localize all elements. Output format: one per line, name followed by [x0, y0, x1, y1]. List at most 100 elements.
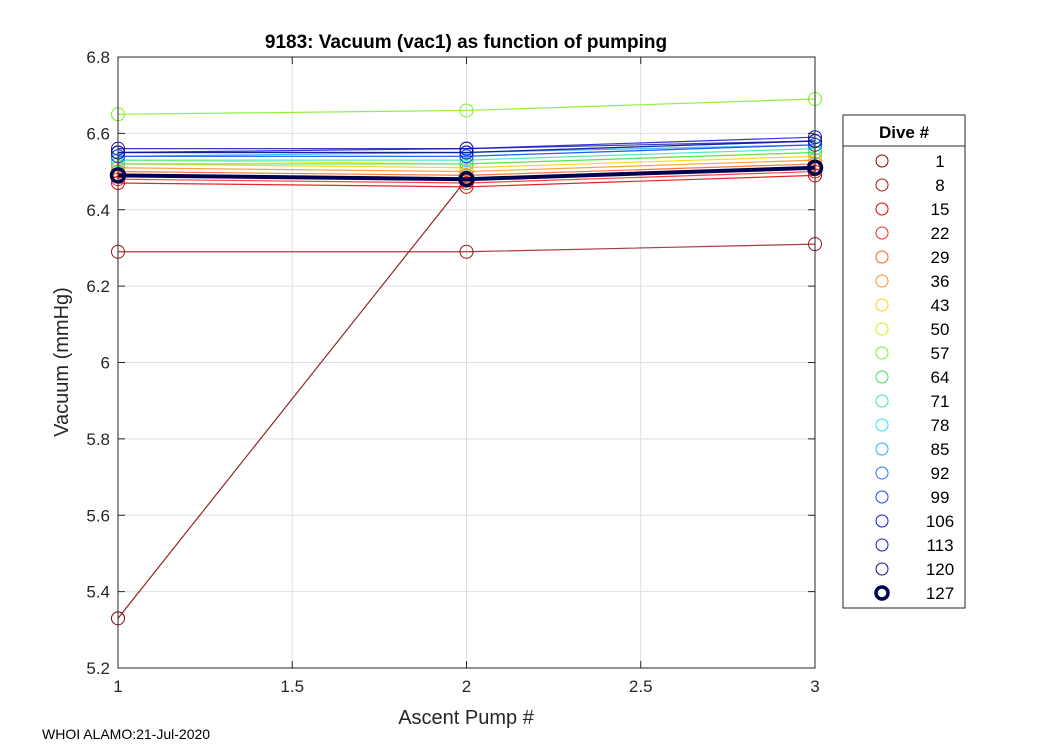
footer-stamp: WHOI ALAMO:21-Jul-2020	[42, 726, 211, 742]
legend-marker	[875, 490, 889, 504]
legend-marker	[874, 585, 890, 601]
legend-label: 57	[931, 344, 950, 363]
series-group	[109, 92, 824, 626]
data-point	[459, 156, 474, 171]
data-point	[459, 145, 474, 160]
legend-marker	[875, 370, 889, 384]
data-point	[459, 149, 474, 164]
series-line	[117, 155, 816, 169]
chart-title: 9183: Vacuum (vac1) as function of pumpi…	[265, 32, 667, 53]
legend-label: 22	[931, 224, 950, 243]
y-tick-label: 6.2	[86, 277, 110, 296]
legend-marker	[875, 178, 889, 192]
legend-entry: 15	[875, 200, 950, 219]
y-tick-label: 6.6	[86, 124, 110, 143]
legend-entry: 71	[875, 392, 950, 411]
axes-box	[117, 56, 816, 669]
legend-entry: 85	[875, 440, 950, 459]
legend-label: 36	[931, 272, 950, 291]
y-tick-label: 5.4	[86, 583, 110, 602]
data-point	[459, 103, 474, 118]
legend-marker	[875, 418, 889, 432]
legend-marker	[875, 562, 889, 576]
legend-label: 29	[931, 248, 950, 267]
legend-label: 8	[935, 176, 944, 195]
series-line	[118, 151, 816, 165]
legend-marker	[875, 322, 889, 336]
legend-label: 43	[931, 296, 950, 315]
x-tick-label: 2	[462, 677, 471, 696]
legend-label: 106	[926, 512, 954, 531]
legend-label: 99	[931, 488, 950, 507]
legend-entry: 113	[875, 536, 954, 555]
data-point	[459, 153, 474, 168]
x-tick-label: 3	[810, 677, 819, 696]
y-tick-label: 6.8	[86, 48, 110, 67]
legend-marker	[875, 514, 889, 528]
series-line	[118, 144, 816, 157]
legend-entry: 50	[875, 320, 950, 339]
series-line	[117, 163, 816, 176]
legend-label: 78	[931, 416, 950, 435]
legend-entry: 127	[874, 584, 954, 603]
data-point	[458, 170, 475, 188]
y-tick-label: 6	[101, 354, 110, 373]
legend-marker	[875, 466, 889, 480]
data-point	[459, 141, 474, 156]
legend-entry: 106	[875, 512, 954, 531]
legend-entry: 120	[875, 560, 954, 579]
series-line	[117, 98, 816, 115]
legend-label: 15	[931, 200, 950, 219]
legend-entry: 36	[875, 272, 950, 291]
legend-entry: 92	[875, 464, 950, 483]
x-tick-label: 2.5	[629, 677, 653, 696]
legend-marker	[875, 394, 889, 408]
legend-label: 64	[931, 368, 950, 387]
legend-label: 1	[935, 152, 944, 171]
legend-entry: 1	[875, 152, 945, 171]
series-57	[111, 92, 822, 122]
legend-marker	[875, 274, 889, 288]
legend-marker	[875, 442, 889, 456]
data-point	[459, 244, 474, 259]
y-tick-label: 5.6	[86, 506, 110, 525]
legend-marker	[875, 250, 889, 264]
legend-entry: 99	[875, 488, 950, 507]
x-tick-label: 1	[113, 677, 122, 696]
legend-label: 127	[926, 584, 954, 603]
y-tick-label: 6.4	[86, 201, 110, 220]
x-tick-label: 1.5	[280, 677, 304, 696]
x-axis-label: Ascent Pump #	[398, 707, 535, 729]
legend-label: 92	[931, 464, 950, 483]
legend-label: 120	[926, 560, 954, 579]
legend-label: 50	[931, 320, 950, 339]
legend-marker	[875, 538, 889, 552]
legend-marker	[875, 202, 889, 216]
legend: Dive # 1 8 15 22 29 36 43 50 57 64 71 78 85 92 99 106 11…	[842, 114, 966, 609]
legend-entry: 57	[875, 344, 950, 363]
legend-entry: 43	[875, 296, 950, 315]
legend-entry: 78	[875, 416, 950, 435]
legend-entry: 29	[875, 248, 950, 267]
series-line	[118, 148, 816, 161]
legend-marker	[875, 226, 889, 240]
legend-label: 85	[931, 440, 950, 459]
series-line	[117, 165, 816, 182]
legend-marker	[875, 154, 889, 168]
legend-entry: 64	[875, 368, 950, 387]
legend-entry: 8	[875, 176, 945, 195]
legend-marker	[875, 346, 889, 360]
legend-marker	[875, 298, 889, 312]
y-tick-label: 5.8	[86, 430, 110, 449]
legend-title: Dive #	[879, 123, 930, 142]
y-axis-label: Vacuum (mmHg)	[51, 287, 73, 437]
series-line	[118, 140, 816, 154]
y-tick-label: 5.2	[86, 659, 110, 678]
legend-label: 71	[931, 392, 950, 411]
series-line	[117, 170, 816, 184]
series-line	[118, 243, 816, 253]
legend-entry: 22	[875, 224, 950, 243]
series-line	[118, 140, 816, 150]
legend-label: 113	[926, 536, 953, 555]
